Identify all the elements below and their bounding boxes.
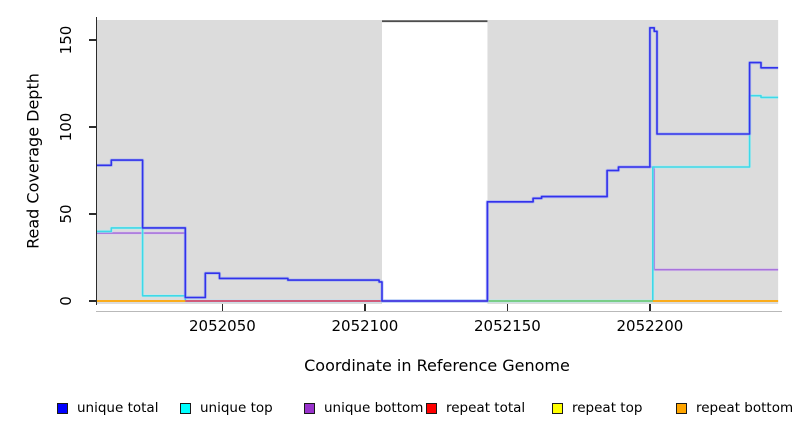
legend-label: unique top [200, 400, 273, 416]
y-tick-mark [89, 126, 96, 128]
legend-swatch-icon [180, 402, 191, 414]
y-tick-mark [89, 213, 96, 215]
legend-label: repeat total [446, 400, 526, 416]
panel-background-region [97, 20, 382, 304]
legend-swatch-icon [426, 402, 437, 414]
x-tick-label: 2052050 [188, 317, 256, 335]
x-tick-label: 2052150 [473, 317, 541, 335]
coverage-chart-svg [97, 20, 779, 304]
y-tick-label: 0 [57, 296, 75, 306]
legend-item-unique-total: unique total [57, 399, 158, 417]
plot-area [97, 20, 781, 304]
legend-label: unique bottom [324, 400, 424, 416]
y-tick-label: 150 [57, 25, 75, 55]
legend-swatch-icon [552, 402, 563, 414]
legend-swatch-icon [676, 402, 687, 414]
legend-item-repeat-total: repeat total [426, 399, 525, 417]
x-tick-label: 2052200 [616, 317, 684, 335]
legend-item-repeat-bottom: repeat bottom [676, 399, 792, 417]
y-axis-title: Read Coverage Depth [23, 73, 43, 249]
panel-background-region [487, 20, 779, 304]
legend-label: repeat top [572, 400, 643, 416]
y-tick-mark [89, 39, 96, 41]
y-tick-label: 50 [57, 204, 75, 224]
legend-item-unique-bottom: unique bottom [304, 399, 423, 417]
x-axis-baseline [96, 310, 782, 312]
y-axis-spine [95, 17, 97, 305]
coverage-line-unique-total [97, 27, 779, 302]
legend-item-repeat-top: repeat top [552, 399, 642, 417]
legend-swatch-icon [57, 402, 68, 414]
legend-label: unique total [77, 400, 159, 416]
legend: unique total unique top unique bottom repea… [0, 399, 792, 421]
x-tick-mark [364, 304, 366, 311]
legend-item-unique-top: unique top [180, 399, 273, 417]
x-tick-mark [649, 304, 651, 311]
x-tick-label: 2052100 [331, 317, 399, 335]
legend-swatch-icon [304, 402, 315, 414]
x-tick-mark [221, 304, 224, 311]
y-tick-mark [89, 300, 96, 302]
x-axis-title: Coordinate in Reference Genome [304, 356, 570, 375]
legend-label: repeat bottom [696, 400, 792, 416]
x-tick-mark [506, 304, 509, 311]
y-tick-label: 100 [57, 112, 75, 142]
